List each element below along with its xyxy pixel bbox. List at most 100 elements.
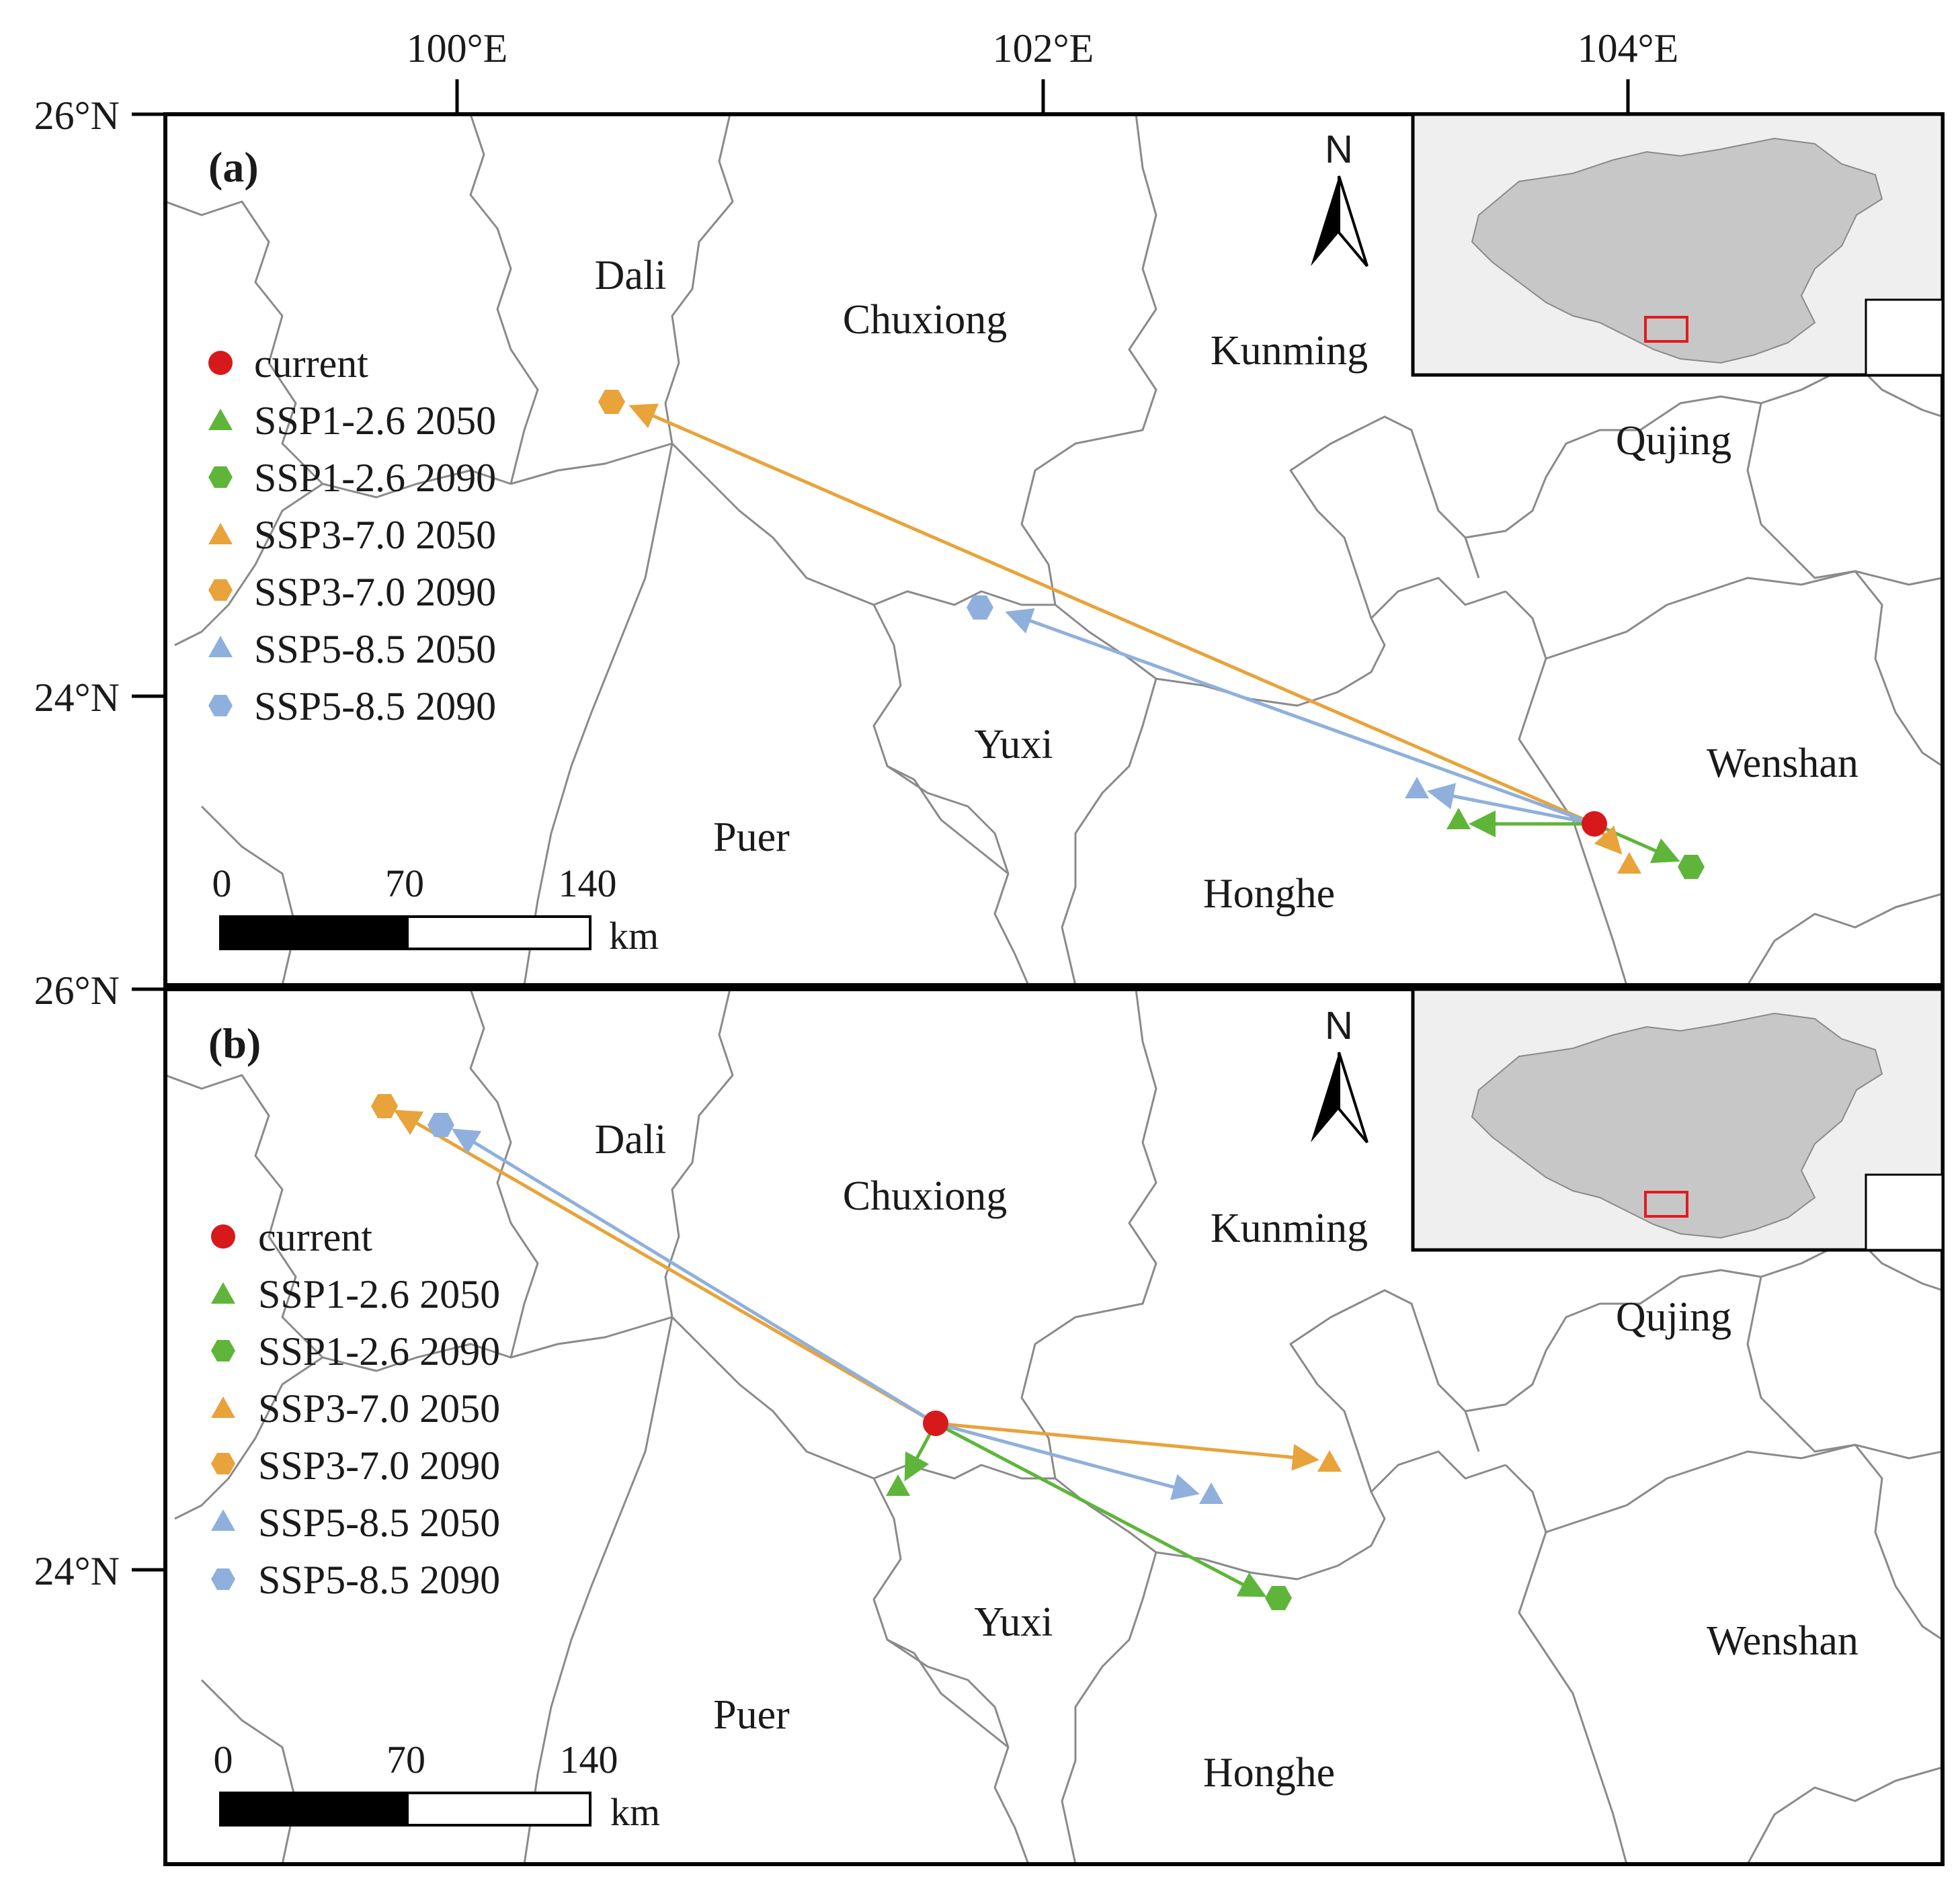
- longitude-axis: 100°E 102°E 104°E: [407, 26, 1679, 114]
- marker-ssp126-2050-b: [886, 1474, 910, 1496]
- marker-ssp585-2050-a: [1405, 777, 1429, 798]
- region-honghe-b: Honghe: [1203, 1750, 1335, 1796]
- arrow-ssp126-2090-b: [934, 1421, 1267, 1597]
- marker-ssp370-2090-b: [371, 1094, 398, 1118]
- inset-study-area-b: [1644, 1191, 1688, 1218]
- legend-label-current-a: current: [254, 341, 368, 386]
- north-arrow-icon-a: [1311, 176, 1339, 266]
- lat-tick-26-b: 26°N: [34, 968, 120, 1013]
- marker-ssp585-2090-a: [967, 595, 993, 620]
- marker-ssp370-2050-b: [1317, 1450, 1342, 1472]
- legend-swatch-ssp126-2090-a: [208, 466, 233, 488]
- region-qujing-a: Qujing: [1616, 418, 1731, 464]
- legend-label-ssp585-2090-b: SSP5-8.5 2090: [258, 1558, 500, 1602]
- legend-swatch-ssp126-2090-b: [211, 1340, 235, 1361]
- legend-label-ssp126-2050-b: SSP1-2.6 2050: [258, 1272, 500, 1316]
- scale-tick-0-a: 0: [212, 862, 232, 905]
- legend-a: current SSP1-2.6 2050 SSP1-2.6 2090 SSP3…: [208, 341, 496, 728]
- panel-label-b: (b): [208, 1019, 261, 1067]
- legend-swatch-ssp370-2050-b: [211, 1396, 235, 1418]
- inset-south-sea-b: [1865, 1173, 1944, 1251]
- marker-ssp370-2050-a: [1617, 852, 1641, 874]
- legend-swatch-ssp126-2050-a: [208, 409, 233, 430]
- scale-unit-b: km: [610, 1790, 660, 1834]
- legend-swatch-ssp370-2050-a: [208, 523, 233, 544]
- inset-south-sea-a: [1865, 298, 1944, 376]
- north-arrow-a: N: [1311, 128, 1369, 267]
- legend-label-ssp585-2050-a: SSP5-8.5 2050: [254, 627, 496, 671]
- arrow-ssp585-2050-b: [935, 1421, 1200, 1501]
- north-label-a: N: [1325, 128, 1353, 171]
- lon-tick-104: 104°E: [1578, 26, 1679, 71]
- region-puer-b: Puer: [713, 1692, 790, 1738]
- legend-swatch-ssp126-2050-b: [211, 1282, 235, 1304]
- region-qujing-b: Qujing: [1616, 1294, 1731, 1340]
- region-wenshan-b: Wenshan: [1707, 1618, 1859, 1664]
- lat-tick-24-a: 24°N: [34, 675, 120, 720]
- inset-study-area-a: [1644, 316, 1688, 343]
- marker-ssp126-2090-a: [1678, 855, 1705, 879]
- scale-bar-a: 0 70 140 km: [212, 862, 659, 958]
- region-honghe-a: Honghe: [1203, 871, 1335, 917]
- panel-b: (b) Dali Chuxiong Kunming Qujing Yuxi We…: [163, 987, 1945, 1866]
- scale-tick-0-b: 0: [214, 1738, 233, 1781]
- inset-china-shape-b: [1471, 1012, 1883, 1239]
- legend-label-current-b: current: [258, 1215, 372, 1259]
- legend-swatch-ssp585-2090-b: [211, 1568, 235, 1590]
- centroids-a: [598, 390, 1705, 879]
- lat-tick-24-b: 24°N: [34, 1549, 120, 1593]
- legend-swatch-current-a: [208, 351, 233, 375]
- lon-tick-102: 102°E: [993, 26, 1094, 71]
- arrow-ssp585-2090-b: [451, 1128, 937, 1425]
- legend-label-ssp585-2050-b: SSP5-8.5 2050: [258, 1501, 500, 1545]
- lat-tick-26-a: 26°N: [34, 93, 120, 138]
- region-chuxiong-b: Chuxiong: [843, 1173, 1008, 1219]
- inset-map-b: [1411, 987, 1945, 1252]
- region-dali-a: Dali: [595, 253, 667, 298]
- north-arrow-b: N: [1311, 1004, 1369, 1144]
- scale-tick-70-b: 70: [386, 1738, 425, 1781]
- marker-current-b: [923, 1411, 948, 1436]
- latitude-axis-b: 26°N 24°N: [34, 968, 165, 1593]
- legend-label-ssp370-2050-a: SSP3-7.0 2050: [254, 513, 496, 557]
- region-puer-a: Puer: [713, 814, 790, 860]
- marker-current-a: [1582, 811, 1607, 837]
- legend-label-ssp126-2090-a: SSP1-2.6 2090: [254, 456, 496, 500]
- inset-china-shape-a: [1471, 137, 1883, 364]
- lon-tick-100: 100°E: [407, 26, 508, 71]
- admin-boundaries-b: [165, 989, 1943, 1864]
- centroids-b: [371, 1094, 1342, 1610]
- panel-a: (a) Dali Chuxiong Kunming Qujing Yuxi We…: [163, 112, 1945, 987]
- region-wenshan-a: Wenshan: [1707, 741, 1859, 786]
- latitude-axis-a: 26°N 24°N: [34, 93, 165, 720]
- legend-label-ssp370-2090-a: SSP3-7.0 2090: [254, 570, 496, 614]
- marker-ssp126-2050-a: [1446, 808, 1471, 829]
- scale-tick-140-b: 140: [560, 1738, 618, 1781]
- legend-swatch-ssp370-2090-b: [211, 1453, 235, 1474]
- shift-arrows-b: [393, 1109, 1319, 1597]
- scale-tick-140-a: 140: [559, 862, 617, 905]
- legend-label-ssp370-2050-b: SSP3-7.0 2050: [258, 1386, 500, 1431]
- arrow-ssp370-2090-a: [628, 403, 1595, 826]
- legend-swatch-current-b: [211, 1224, 235, 1249]
- region-chuxiong-a: Chuxiong: [843, 297, 1008, 343]
- panel-label-a: (a): [208, 143, 259, 191]
- marker-ssp126-2090-b: [1265, 1586, 1292, 1610]
- inset-map-a: [1411, 112, 1945, 377]
- region-yuxi-a: Yuxi: [974, 722, 1053, 767]
- arrow-ssp585-2050-a: [1427, 783, 1595, 826]
- legend-label-ssp126-2050-a: SSP1-2.6 2050: [254, 399, 496, 443]
- scale-bar-b: 0 70 140 km: [214, 1738, 661, 1834]
- legend-b: current SSP1-2.6 2050 SSP1-2.6 2090 SSP3…: [211, 1215, 500, 1602]
- arrow-ssp370-2090-b: [393, 1109, 937, 1425]
- region-yuxi-b: Yuxi: [974, 1599, 1053, 1645]
- scale-unit-a: km: [609, 914, 659, 958]
- region-kunming-a: Kunming: [1211, 328, 1368, 374]
- legend-swatch-ssp585-2090-a: [208, 695, 233, 716]
- legend-swatch-ssp585-2050-b: [211, 1509, 235, 1531]
- legend-label-ssp126-2090-b: SSP1-2.6 2090: [258, 1329, 500, 1374]
- arrow-ssp585-2090-a: [1005, 608, 1595, 826]
- legend-swatch-ssp585-2050-a: [208, 636, 233, 657]
- marker-ssp585-2090-b: [427, 1113, 454, 1137]
